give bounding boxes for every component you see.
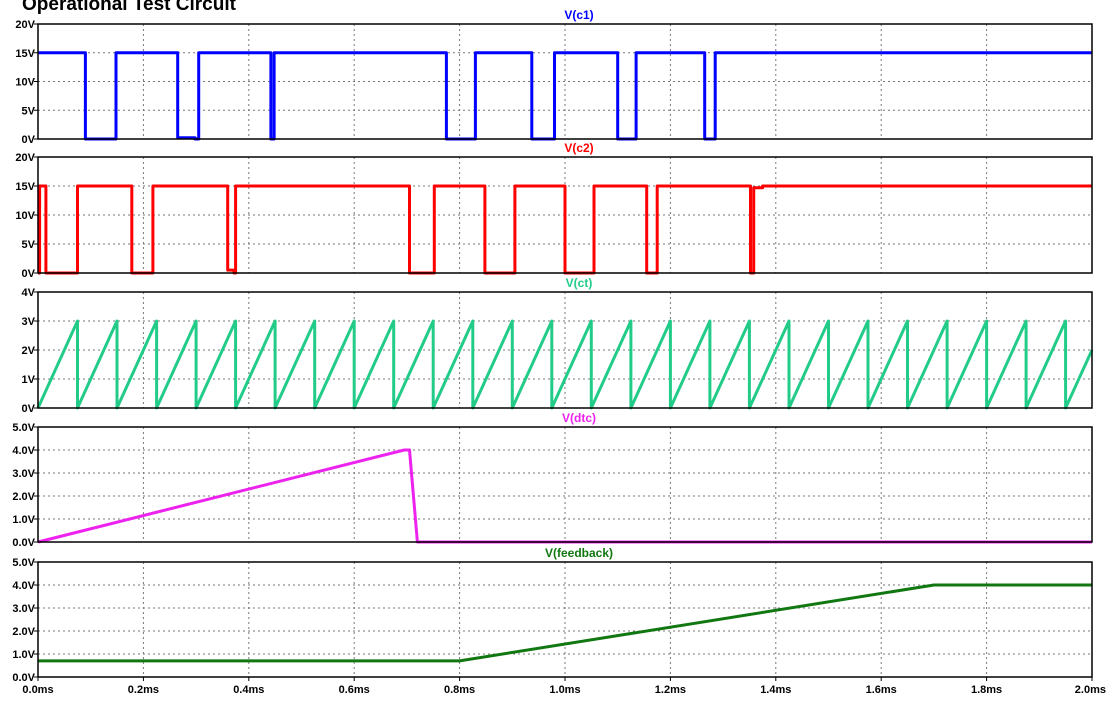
panel-ct: 0V 1V 2V 3V 4V V(ct)	[22, 276, 1094, 415]
panel-dtc: 0.0V 1.0V 2.0V 3.0V 4.0V 5.0V V(dtc)	[12, 411, 1093, 549]
panel-title-dtc: V(dtc)	[562, 411, 596, 425]
ytick-label-feedback: 4.0V	[12, 580, 35, 592]
ytick-label-feedback: 5.0V	[12, 557, 35, 569]
xtick-label: 1.4ms	[760, 684, 791, 696]
ytick-label-dtc: 5.0V	[12, 422, 35, 434]
ytick-label-c2: 5V	[22, 239, 36, 251]
panel-c1: 0V 5V 10V 15V 20V V(c1)	[15, 8, 1093, 146]
xtick-label: 1.0ms	[549, 684, 580, 696]
ytick-label-feedback: 0.0V	[12, 672, 35, 684]
series-line-ct	[36, 319, 1094, 410]
panel-title-c2: V(c2)	[564, 141, 593, 155]
xtick-label: 1.2ms	[655, 684, 686, 696]
ytick-label-ct: 0V	[22, 403, 36, 415]
ytick-label-c2: 15V	[15, 181, 35, 193]
ytick-label-dtc: 2.0V	[12, 491, 35, 503]
ytick-label-dtc: 3.0V	[12, 468, 35, 480]
ytick-label-c2: 0V	[22, 268, 36, 280]
ytick-label-dtc: 4.0V	[12, 445, 35, 457]
ytick-label-c1: 20V	[15, 19, 35, 31]
series-line-feedback	[38, 583, 1092, 663]
series-line-c1	[38, 51, 1092, 141]
xtick-label: 0.8ms	[444, 684, 475, 696]
xtick-label: 0.6ms	[339, 684, 370, 696]
plot-frame-ct	[37, 291, 1093, 409]
plot-frame-c2	[37, 156, 1093, 274]
xtick-label: 1.6ms	[866, 684, 897, 696]
ytick-label-ct: 1V	[22, 374, 36, 386]
panel-title-feedback: V(feedback)	[545, 546, 613, 560]
ytick-label-ct: 3V	[22, 316, 36, 328]
xtick-label: 0.2ms	[128, 684, 159, 696]
plot-frame-dtc	[37, 426, 1093, 543]
ytick-label-feedback: 3.0V	[12, 603, 35, 615]
xtick-label: 0.4ms	[233, 684, 264, 696]
ytick-label-ct: 4V	[22, 287, 36, 299]
ytick-label-c1: 5V	[22, 105, 36, 117]
panel-title-ct: V(ct)	[566, 276, 593, 290]
series-line-c2	[38, 184, 1092, 275]
plot-frame-c1	[37, 23, 1093, 140]
page-title: Operational Test Circuit	[22, 0, 236, 15]
ytick-label-ct: 2V	[22, 345, 36, 357]
ytick-label-c1: 0V	[22, 134, 36, 146]
ytick-label-dtc: 0.0V	[12, 537, 35, 549]
ytick-label-dtc: 1.0V	[12, 514, 35, 526]
ytick-label-c2: 20V	[15, 152, 35, 164]
xtick-label: 1.8ms	[971, 684, 1002, 696]
panel-c2: 0V 5V 10V 15V 20V V(c2)	[15, 141, 1093, 280]
panel-feedback: 0.0V 1.0V 2.0V 3.0V 4.0V 5.0V V(feedback)	[12, 546, 1093, 684]
panel-title-c1: V(c1)	[564, 8, 593, 22]
ytick-label-c1: 15V	[15, 48, 35, 60]
ytick-label-feedback: 2.0V	[12, 626, 35, 638]
xtick-label: 2.0ms	[1075, 684, 1106, 696]
xtick-label: 0.0ms	[22, 684, 53, 696]
ytick-label-c2: 10V	[15, 210, 35, 222]
ytick-label-c1: 10V	[15, 77, 35, 89]
ytick-label-feedback: 1.0V	[12, 649, 35, 661]
